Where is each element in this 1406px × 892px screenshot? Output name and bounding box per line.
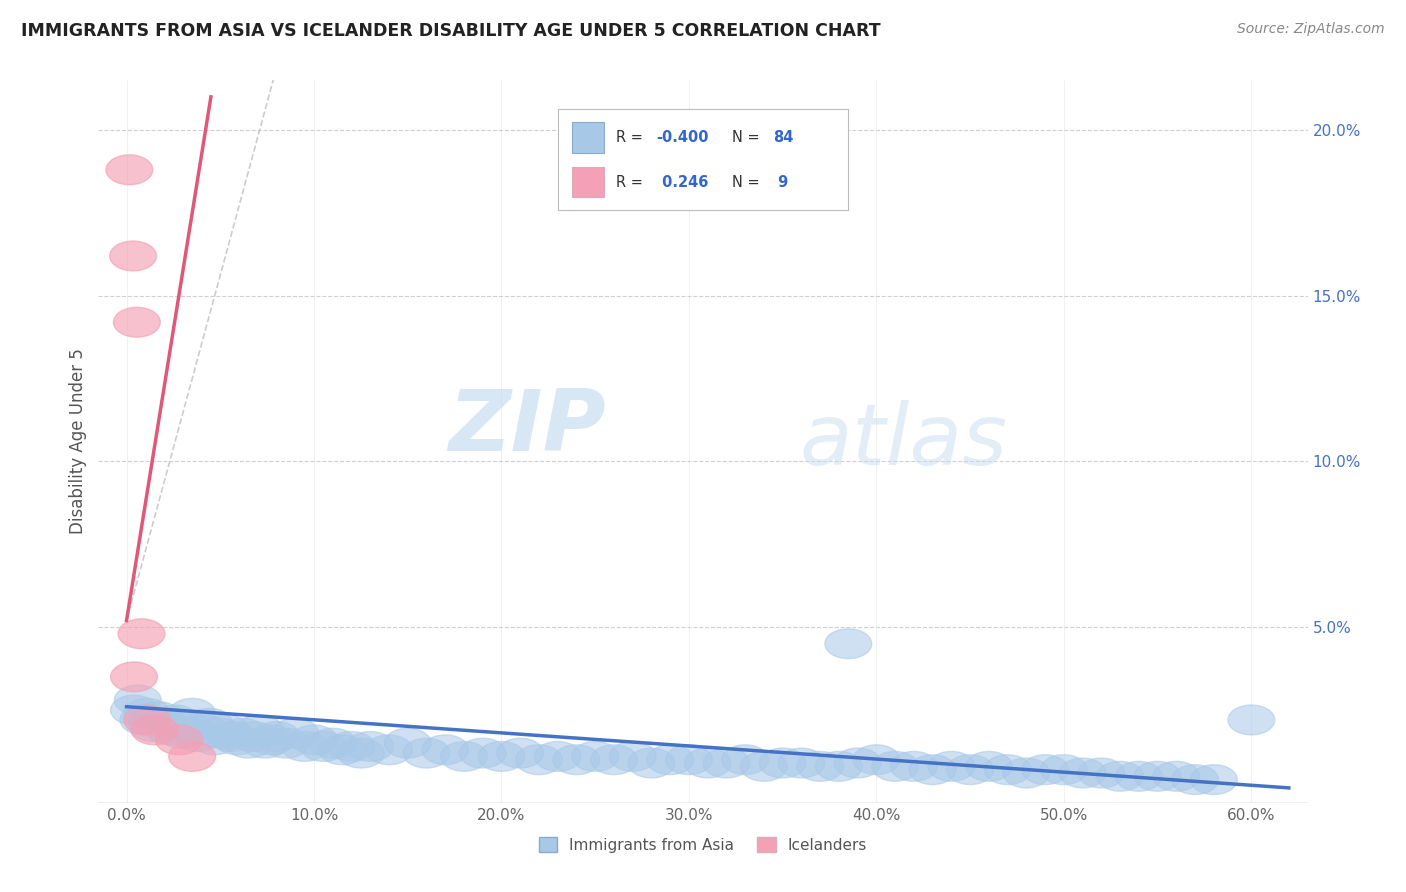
Ellipse shape [1022,755,1069,785]
Ellipse shape [111,662,157,692]
Ellipse shape [628,748,675,778]
Ellipse shape [496,739,544,768]
Ellipse shape [1115,762,1163,791]
Ellipse shape [460,739,506,768]
Ellipse shape [984,755,1031,785]
Ellipse shape [309,728,356,758]
Ellipse shape [174,722,221,751]
Text: IMMIGRANTS FROM ASIA VS ICELANDER DISABILITY AGE UNDER 5 CORRELATION CHART: IMMIGRANTS FROM ASIA VS ICELANDER DISABI… [21,22,880,40]
Ellipse shape [384,728,432,758]
Ellipse shape [202,715,249,745]
Ellipse shape [281,731,328,762]
Ellipse shape [114,308,160,337]
Ellipse shape [236,715,283,745]
Ellipse shape [253,722,299,751]
Ellipse shape [124,698,170,728]
Ellipse shape [825,629,872,658]
Ellipse shape [124,705,170,735]
Ellipse shape [271,718,319,748]
Ellipse shape [609,741,657,772]
Ellipse shape [759,748,806,778]
Ellipse shape [347,731,394,762]
Ellipse shape [572,741,619,772]
Ellipse shape [478,741,524,772]
Text: Source: ZipAtlas.com: Source: ZipAtlas.com [1237,22,1385,37]
Ellipse shape [156,725,202,755]
Ellipse shape [366,735,412,764]
Ellipse shape [1059,758,1107,788]
Ellipse shape [214,725,260,755]
Ellipse shape [247,725,294,755]
Ellipse shape [815,751,862,781]
Ellipse shape [131,715,179,745]
Ellipse shape [665,745,713,774]
Ellipse shape [422,735,468,764]
Ellipse shape [1191,764,1237,795]
Ellipse shape [231,722,277,751]
Ellipse shape [553,745,600,774]
Ellipse shape [1135,762,1181,791]
Ellipse shape [180,715,226,745]
Ellipse shape [853,745,900,774]
Ellipse shape [703,748,749,778]
Ellipse shape [291,725,337,755]
Text: atlas: atlas [800,400,1008,483]
Ellipse shape [120,705,167,735]
Ellipse shape [440,741,488,772]
Ellipse shape [1078,758,1125,788]
Ellipse shape [111,695,157,725]
Ellipse shape [219,718,266,748]
Ellipse shape [157,718,204,748]
Ellipse shape [169,698,215,728]
Ellipse shape [1153,762,1199,791]
Ellipse shape [141,708,187,739]
Ellipse shape [163,712,209,741]
Ellipse shape [169,741,215,772]
Ellipse shape [319,735,366,764]
Legend: Immigrants from Asia, Icelanders: Immigrants from Asia, Icelanders [531,829,875,860]
Ellipse shape [208,722,254,751]
Ellipse shape [721,745,769,774]
Ellipse shape [146,715,193,745]
Ellipse shape [191,725,238,755]
Y-axis label: Disability Age Under 5: Disability Age Under 5 [69,349,87,534]
Ellipse shape [129,712,176,741]
Ellipse shape [110,241,156,271]
Ellipse shape [797,751,844,781]
Ellipse shape [1097,762,1143,791]
Ellipse shape [890,751,938,781]
Ellipse shape [928,751,974,781]
Ellipse shape [263,728,309,758]
Ellipse shape [135,702,181,731]
Ellipse shape [946,755,994,785]
Ellipse shape [1171,764,1219,795]
Ellipse shape [910,755,956,785]
Ellipse shape [186,708,232,739]
Text: ZIP: ZIP [449,385,606,468]
Ellipse shape [299,731,347,762]
Ellipse shape [647,745,693,774]
Ellipse shape [118,619,165,648]
Ellipse shape [778,748,825,778]
Ellipse shape [328,731,375,762]
Ellipse shape [404,739,450,768]
Ellipse shape [1227,705,1275,735]
Ellipse shape [1040,755,1087,785]
Ellipse shape [834,748,882,778]
Ellipse shape [966,751,1012,781]
Ellipse shape [105,155,153,185]
Ellipse shape [872,751,918,781]
Ellipse shape [591,745,637,774]
Ellipse shape [152,705,198,735]
Ellipse shape [197,718,243,748]
Ellipse shape [114,685,162,715]
Ellipse shape [1002,758,1050,788]
Ellipse shape [337,739,384,768]
Ellipse shape [685,748,731,778]
Ellipse shape [516,745,562,774]
Ellipse shape [242,728,288,758]
Ellipse shape [741,751,787,781]
Ellipse shape [534,741,581,772]
Ellipse shape [225,728,271,758]
